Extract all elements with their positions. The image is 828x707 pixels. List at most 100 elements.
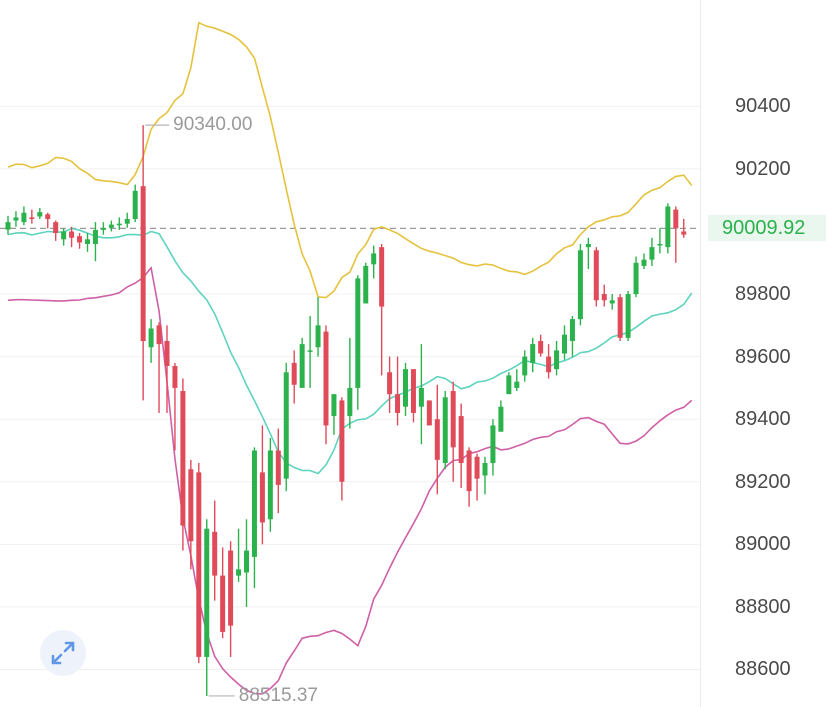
candle [132,184,138,223]
candle-body [593,250,599,301]
candle-body [379,247,385,307]
candle [538,334,544,357]
candle [657,228,663,254]
candle-body [212,531,218,576]
candle [601,284,607,307]
candle-body [681,231,687,235]
candle [585,237,591,270]
candle-body [665,206,671,248]
candle-body [395,394,401,413]
candle [355,275,361,410]
candle-body [204,528,210,657]
candle [347,337,353,429]
candle-body [228,550,234,626]
candle [426,400,432,426]
candle [546,344,552,379]
candle-body [299,344,305,388]
candle-body [69,231,75,238]
candle [124,212,130,228]
candle [315,297,321,357]
y-tick-label: 89800 [735,283,791,306]
y-tick-label: 88800 [735,595,791,618]
candle-body [418,387,424,407]
candle-body [275,450,281,485]
candle [283,362,289,492]
candle [236,528,242,582]
candle-body [220,575,226,632]
candle [681,218,687,238]
candle [482,456,488,495]
candle [188,459,194,570]
candle-body [172,366,178,388]
candle [379,244,385,376]
candle [554,340,560,376]
candle [156,322,162,413]
y-tick-label: 89600 [735,345,791,368]
candle-body [291,362,297,385]
expand-button[interactable] [40,630,86,676]
candle-body [466,450,472,492]
candle-body [490,425,496,463]
candle [29,209,35,224]
candle-body [323,331,329,426]
candle [577,244,583,326]
candle-body [371,253,377,265]
candle-body [45,214,51,219]
y-tick-label: 89400 [735,408,791,431]
candle [259,425,265,545]
candle-body [307,350,313,352]
candle-body [244,550,249,573]
candle-body [514,381,520,388]
candle [442,391,448,470]
candle-body [530,344,536,363]
candle [307,315,313,388]
candle-body [85,239,90,245]
candle-body [61,231,67,240]
candle-body [156,325,162,345]
candle [418,344,424,445]
candle-body [236,569,242,576]
candle-body [164,340,170,367]
high-price-label: 90340.00 [173,114,253,136]
plot-area [0,21,700,697]
candle [228,541,234,657]
candle-body [180,391,186,526]
candle [323,325,329,445]
candle-body [108,224,114,228]
candle-body [347,387,353,417]
candle-body [37,212,43,217]
candle-body [625,294,631,338]
candle-body [77,236,83,243]
candle [363,262,369,304]
candle-body [657,244,663,246]
candle [458,403,464,489]
candle [180,378,186,551]
candle-body [538,340,544,354]
candle-body [577,250,583,320]
candle [395,356,401,426]
candle-body [29,217,35,219]
candle-body [251,450,257,557]
candle-body [649,247,655,260]
candle-body [21,212,27,223]
candle-body [609,300,615,304]
candle-body [283,372,289,479]
candle-body [498,406,504,432]
candle [204,519,210,697]
candle-body [482,462,488,476]
candle [410,369,416,423]
candle-body [148,328,154,348]
candle [569,315,575,357]
y-tick-label: 89200 [735,470,791,493]
candle-body [522,356,528,376]
candle [474,453,480,501]
candle [92,222,98,262]
y-tick-label: 89000 [735,533,791,556]
candle [617,294,623,341]
candle [649,237,655,266]
candle-body [132,190,138,219]
candle-body [13,217,19,221]
candle-body [673,209,679,229]
candle [53,220,59,241]
candle-body [267,450,273,520]
